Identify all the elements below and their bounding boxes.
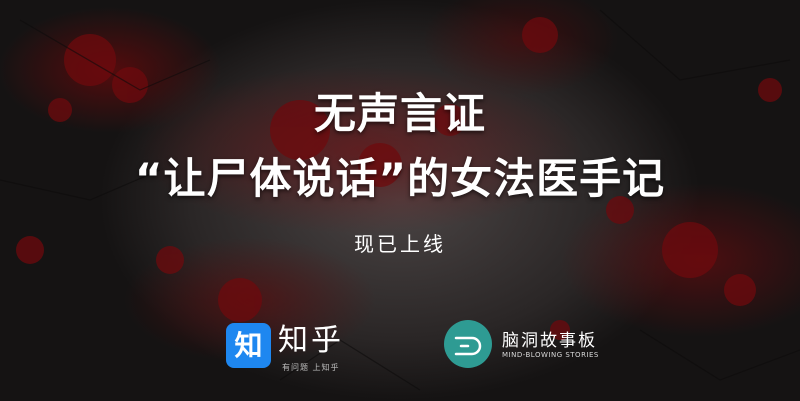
- naodong-name: 脑洞故事板: [502, 331, 597, 351]
- naodong-english: MIND-BLOWING STORIES: [502, 351, 599, 359]
- title-line-2: “让尸体说话”的女法医手记: [134, 154, 666, 203]
- zhihu-badge-icon: 知: [226, 323, 271, 368]
- title-line-1: 无声言证: [313, 89, 486, 138]
- subtitle: 现已上线: [354, 232, 446, 256]
- zhihu-slogan: 有问题 上知乎: [282, 363, 340, 372]
- naodong-logo-icon: [444, 320, 492, 368]
- zhihu-name: 知乎: [278, 323, 344, 358]
